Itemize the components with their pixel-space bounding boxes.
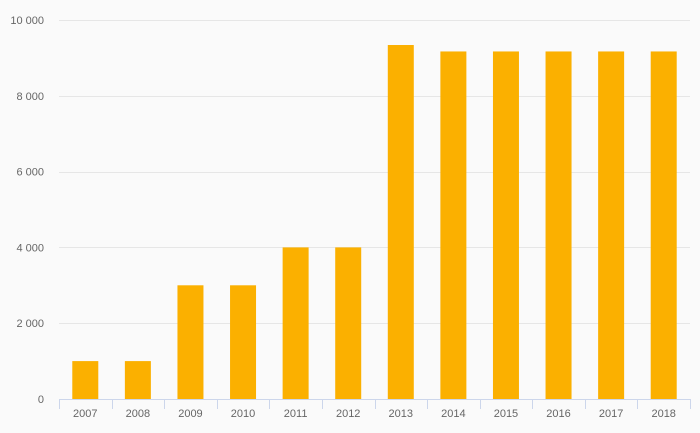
bar-2009 xyxy=(177,285,204,399)
bar-2018 xyxy=(650,51,677,399)
x-tick-label: 2011 xyxy=(284,408,308,420)
bars xyxy=(72,45,677,399)
bar-2011 xyxy=(282,247,309,399)
bar-2008 xyxy=(124,361,151,399)
gridlines xyxy=(59,20,690,324)
x-tick-label: 2016 xyxy=(546,408,570,420)
x-tick-label: 2009 xyxy=(178,408,202,420)
y-tick-label: 6 000 xyxy=(16,167,44,179)
x-tick-label: 2010 xyxy=(231,408,255,420)
x-tick-label: 2018 xyxy=(651,408,675,420)
y-tick-label: 4 000 xyxy=(16,242,44,254)
bar-2013 xyxy=(387,45,414,399)
bar-2017 xyxy=(598,51,625,399)
y-tick-label: 10 000 xyxy=(10,15,44,27)
bar-2015 xyxy=(492,51,519,399)
x-tick-label: 2017 xyxy=(599,408,623,420)
y-tick-label: 0 xyxy=(38,394,44,406)
y-tick-label: 2 000 xyxy=(16,318,44,330)
y-tick-label: 8 000 xyxy=(16,91,44,103)
bar-2014 xyxy=(440,51,467,399)
x-tick-label: 2012 xyxy=(336,408,360,420)
x-tick-label: 2013 xyxy=(389,408,413,420)
x-axis: 2007 2008 2009 2010 2011 2012 2013 2014 2015 2016… xyxy=(59,399,691,420)
bar-2016 xyxy=(545,51,572,399)
x-tick-label: 2014 xyxy=(441,408,465,420)
bar-2007 xyxy=(72,361,99,399)
bar-2010 xyxy=(230,285,257,399)
x-tick-label: 2015 xyxy=(494,408,518,420)
x-tick-label: 2008 xyxy=(126,408,150,420)
x-tick-label: 2007 xyxy=(73,408,97,420)
bar-2012 xyxy=(335,247,362,399)
y-axis: 0 2 000 4 000 6 000 8 000 10 000 xyxy=(10,15,44,406)
